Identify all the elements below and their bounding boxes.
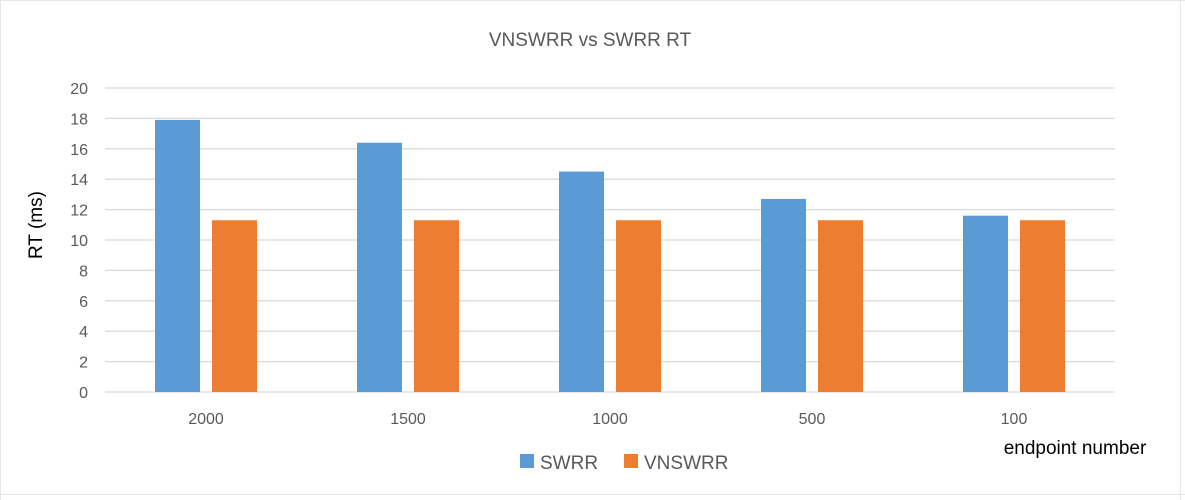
x-axis-label: endpoint number: [1004, 438, 1147, 459]
x-tick-label: 1500: [390, 411, 426, 428]
y-tick-label: 8: [79, 263, 88, 280]
x-tick-label: 2000: [188, 411, 224, 428]
x-tick-label: 1000: [592, 411, 628, 428]
legend-swatch-swrr: [520, 454, 534, 468]
sheet-gridline: [0, 0, 1, 500]
y-tick-label: 6: [79, 294, 88, 311]
legend-swatch-vnswrr: [624, 454, 638, 468]
y-tick-label: 14: [70, 172, 88, 189]
sheet-gridline: [1180, 0, 1181, 500]
x-tick-label: 100: [1001, 411, 1028, 428]
y-tick-label: 16: [70, 142, 88, 159]
chart-title: VNSWRR vs SWRR RT: [489, 30, 692, 51]
sheet-gridline: [0, 0, 1185, 1]
y-tick-label: 18: [70, 111, 88, 128]
y-tick-label: 0: [79, 385, 88, 402]
y-tick-label: 20: [70, 81, 88, 98]
sheet-gridline: [0, 494, 1185, 495]
y-tick-label: 12: [70, 203, 88, 220]
y-tick-label: 4: [79, 324, 88, 341]
bar-vnswrr-100: [1020, 220, 1065, 392]
bar-swrr-1000: [559, 171, 604, 392]
bar-swrr-500: [761, 198, 806, 392]
bar-swrr-2000: [155, 119, 200, 393]
bar-vnswrr-2000: [212, 220, 257, 392]
bar-vnswrr-1000: [616, 220, 661, 392]
bar-swrr-1500: [357, 142, 402, 392]
bar-vnswrr-1500: [414, 220, 459, 392]
y-tick-label: 2: [79, 355, 88, 372]
legend-label-swrr: SWRR: [540, 453, 598, 474]
x-tick-label: 500: [799, 411, 826, 428]
y-axis-label: RT (ms): [26, 191, 47, 259]
bar-swrr-100: [963, 215, 1008, 392]
legend-label-vnswrr: VNSWRR: [644, 453, 728, 474]
bar-vnswrr-500: [818, 220, 863, 392]
y-tick-label: 10: [70, 233, 88, 250]
